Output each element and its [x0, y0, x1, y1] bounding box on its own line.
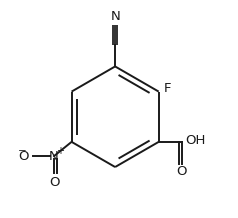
Text: O: O [18, 150, 28, 163]
Text: F: F [163, 82, 171, 95]
Text: OH: OH [185, 134, 205, 147]
Text: +: + [56, 146, 64, 157]
Text: O: O [177, 165, 187, 178]
Text: O: O [49, 176, 59, 189]
Text: N: N [49, 150, 59, 163]
Text: −: − [18, 146, 27, 157]
Text: N: N [110, 10, 120, 23]
